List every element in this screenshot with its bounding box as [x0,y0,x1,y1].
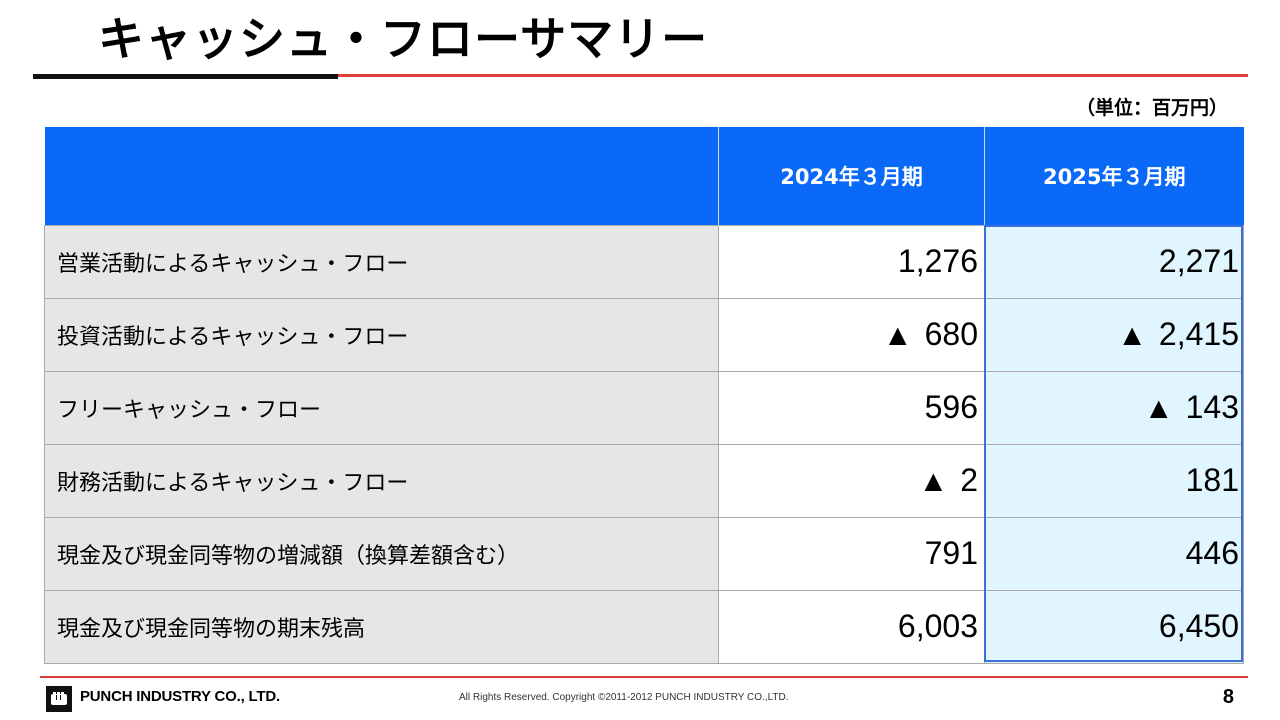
value-number: 1,276 [897,243,978,279]
negative-triangle-icon: ▲ [882,319,913,352]
value-fy2025: ▲ 2,415 [984,297,1244,372]
value-fy2025: ▲446 [984,516,1244,591]
value-number: 6,003 [897,608,978,644]
unit-label: （単位：百万円） [1075,97,1228,119]
value-number: 791 [924,535,978,571]
value-number: 2,271 [1158,243,1239,279]
value-number: 596 [924,389,978,425]
value-number: 680 [924,316,978,352]
value-fy2024: ▲ 2 [718,443,985,518]
value-number: 2 [960,462,978,498]
slide-title: キャッシュ・フローサマリー [98,12,709,66]
value-number: 2,415 [1158,316,1239,352]
row-label: フリーキャッシュ・フロー [44,370,719,445]
row-label: 現金及び現金同等物の期末残高 [44,589,719,664]
value-fy2024: ▲596 [718,370,985,445]
value-fy2025: ▲2,271 [984,224,1244,299]
fist-logo-icon [46,686,72,712]
value-fy2025: ▲6,450 [984,589,1244,664]
table-header-row: 2024年３月期 2025年３月期 [44,127,1244,225]
table-row: 現金及び現金同等物の増減額（換算差額含む） ▲791 ▲446 [44,516,1244,591]
table-row: 営業活動によるキャッシュ・フロー ▲1,276 ▲2,271 [44,224,1244,299]
value-fy2025: ▲ 143 [984,370,1244,445]
table-row: 投資活動によるキャッシュ・フロー ▲ 680 ▲ 2,415 [44,297,1244,372]
value-number: 446 [1185,535,1239,571]
row-label: 現金及び現金同等物の増減額（換算差額含む） [44,516,719,591]
negative-triangle-icon: ▲ [918,465,949,498]
page-number: 8 [1222,686,1234,708]
value-number: 181 [1185,462,1239,498]
header-fy2024: 2024年３月期 [718,127,985,225]
value-number: 6,450 [1158,608,1239,644]
row-label: 財務活動によるキャッシュ・フロー [44,443,719,518]
value-fy2025: ▲181 [984,443,1244,518]
value-fy2024: ▲791 [718,516,985,591]
table-row: 財務活動によるキャッシュ・フロー ▲2 ▲181 [44,443,1244,518]
row-label: 投資活動によるキャッシュ・フロー [44,297,719,372]
row-label: 営業活動によるキャッシュ・フロー [44,224,719,299]
cash-flow-table: 2024年３月期 2025年３月期 営業活動によるキャッシュ・フロー ▲1,27… [44,127,1244,664]
fist-logo-shape [51,692,67,705]
value-fy2024: ▲6,003 [718,589,985,664]
company-name: PUNCH INDUSTRY CO., LTD. [80,688,280,705]
table-row: フリーキャッシュ・フロー ▲596 ▲ 143 [44,370,1244,445]
footer-divider [40,676,1248,678]
value-fy2024: ▲ 680 [718,297,985,372]
value-fy2024: ▲1,276 [718,224,985,299]
negative-triangle-icon: ▲ [1117,319,1147,352]
copyright-text: All Rights Reserved. Copyright ©2011-201… [459,692,789,703]
value-number: 143 [1185,389,1239,425]
title-underline-red [338,74,1248,77]
negative-triangle-icon: ▲ [1143,392,1174,425]
title-underline-dark [33,74,338,79]
header-fy2025: 2025年３月期 [984,127,1244,225]
header-label-column [44,127,719,225]
table-row: 現金及び現金同等物の期末残高 ▲6,003 ▲6,450 [44,589,1244,664]
